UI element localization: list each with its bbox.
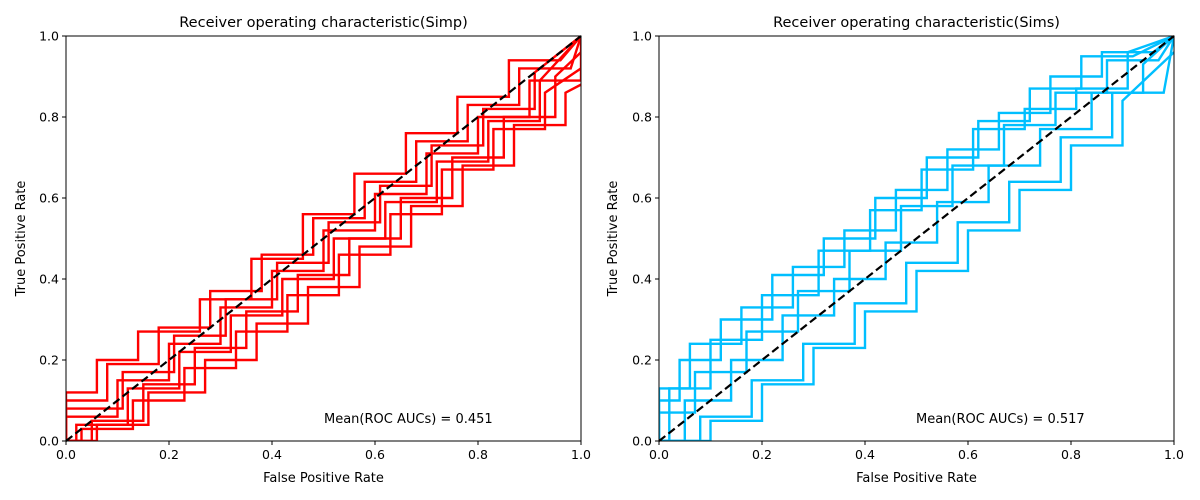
sims-x-tick-label: 0.4 — [855, 447, 875, 462]
sims-roc-curve-5 — [659, 36, 1174, 441]
simp-roc-curve-4 — [66, 51, 581, 441]
simp-roc-curves — [66, 36, 581, 441]
simp-axes-frame — [65, 35, 582, 442]
simp-roc-curve-8 — [66, 83, 581, 441]
sims-roc-curve-4 — [659, 51, 1174, 441]
simp-y-tick-label: 0.2 — [39, 353, 59, 368]
simp-mean-auc-annotation: Mean(ROC AUCs) = 0.451 — [324, 412, 493, 427]
simp-x-tick-label: 0.2 — [159, 447, 179, 462]
sims-roc-curves — [659, 36, 1174, 441]
simp-x-ticks: 0.0 0.2 0.4 0.6 0.8 1.0 — [56, 441, 591, 462]
simp-chance-line — [65, 35, 582, 442]
sims-x-axis-label: False Positive Rate — [856, 471, 977, 486]
sims-roc-curve-3 — [659, 36, 1174, 441]
simp-x-axis-label: False Positive Rate — [263, 471, 384, 486]
simp-x-tick-label: 0.6 — [365, 447, 385, 462]
simp-y-tick-label: 1.0 — [39, 29, 59, 44]
simp-y-tick-label: 0.6 — [39, 191, 59, 206]
simp-roc-curve-6 — [66, 67, 581, 441]
sims-y-ticks: 0.0 0.2 0.4 0.6 0.8 1.0 — [632, 29, 659, 449]
sims-axes-frame — [658, 35, 1175, 442]
simp-x-tick-label: 0.0 — [56, 447, 76, 462]
sims-y-tick-label: 0.6 — [632, 191, 652, 206]
simp-roc-curve-5 — [66, 36, 581, 441]
sims-roc-curve-6 — [659, 36, 1174, 441]
sims-roc-panel: Receiver operating characteristic(Sims) … — [606, 15, 1184, 486]
sims-roc-curve-7 — [659, 36, 1174, 441]
sims-x-tick-label: 1.0 — [1164, 447, 1184, 462]
sims-x-ticks: 0.0 0.2 0.4 0.6 0.8 1.0 — [649, 441, 1184, 462]
sims-x-tick-label: 0.6 — [958, 447, 978, 462]
sims-y-tick-label: 0.8 — [632, 110, 652, 125]
sims-x-tick-label: 0.2 — [752, 447, 772, 462]
sims-y-tick-label: 0.0 — [632, 434, 652, 449]
simp-y-tick-label: 0.4 — [39, 272, 59, 287]
sims-x-tick-label: 0.8 — [1061, 447, 1081, 462]
sims-y-tick-label: 1.0 — [632, 29, 652, 44]
sims-y-tick-label: 0.2 — [632, 353, 652, 368]
simp-roc-panel: Receiver operating characteristic(Simp) … — [14, 15, 591, 486]
sims-chart-title: Receiver operating characteristic(Sims) — [773, 15, 1060, 31]
simp-x-tick-label: 0.4 — [262, 447, 282, 462]
simp-roc-curve-7 — [66, 36, 581, 441]
simp-y-ticks: 0.0 0.2 0.4 0.6 0.8 1.0 — [39, 29, 66, 449]
sims-x-tick-label: 0.0 — [649, 447, 669, 462]
simp-y-tick-label: 0.0 — [39, 434, 59, 449]
sims-mean-auc-annotation: Mean(ROC AUCs) = 0.517 — [916, 412, 1085, 427]
sims-y-axis-label: True Positive Rate — [606, 181, 621, 298]
sims-chance-line — [658, 35, 1175, 442]
sims-y-tick-label: 0.4 — [632, 272, 652, 287]
simp-x-tick-label: 1.0 — [571, 447, 591, 462]
sims-roc-curve-2 — [659, 36, 1174, 441]
simp-roc-curve-2 — [66, 36, 581, 441]
simp-chart-title: Receiver operating characteristic(Simp) — [179, 15, 467, 31]
simp-y-axis-label: True Positive Rate — [14, 181, 29, 298]
simp-x-tick-label: 0.8 — [468, 447, 488, 462]
simp-y-tick-label: 0.8 — [39, 110, 59, 125]
